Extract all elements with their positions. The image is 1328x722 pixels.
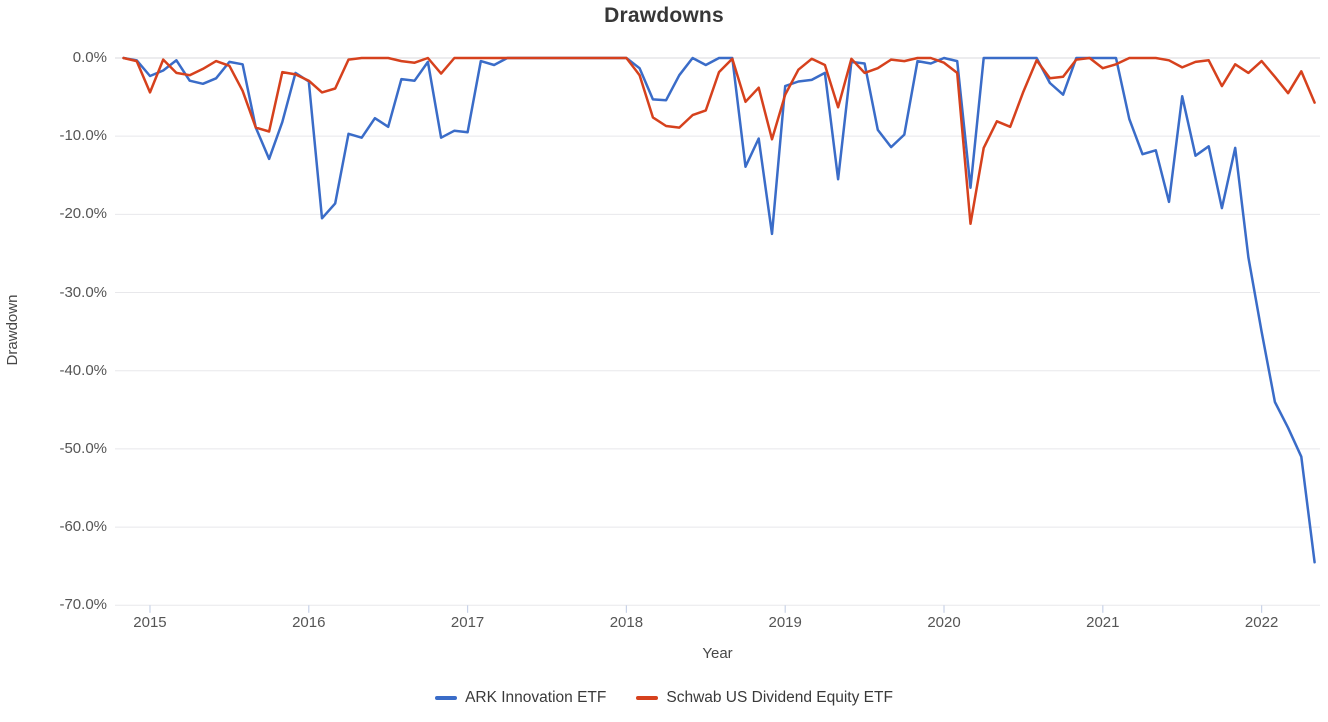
x-tick-label: 2022 [1244, 614, 1279, 631]
chart-title: Drawdowns [604, 4, 724, 27]
legend: ARK Innovation ETF Schwab US Dividend Eq… [0, 689, 1328, 707]
y-tick-label: -30.0% [59, 283, 107, 301]
x-tick-label: 2016 [292, 614, 326, 631]
y-tick-label: -50.0% [59, 439, 107, 457]
y-tick-label: -20.0% [59, 205, 107, 223]
ark-innovation-etf-line [122, 56, 1316, 564]
schwab-us-dividend-equity-etf-swatch [636, 696, 659, 700]
x-axis-title: Year [702, 645, 733, 662]
x-tick-label: 2020 [927, 614, 961, 631]
legend-label: ARK Innovation ETF [465, 689, 607, 706]
x-tick-label: 2018 [609, 614, 644, 631]
schwab-us-dividend-equity-etf-line [122, 56, 1316, 226]
legend-label: Schwab US Dividend Equity ETF [666, 689, 893, 706]
y-tick-label: -40.0% [59, 361, 107, 379]
x-tick-label: 2021 [1086, 614, 1120, 631]
x-tick-label: 2017 [450, 614, 485, 631]
y-tick-label: -70.0% [59, 596, 107, 614]
legend-item-ark-innovation-etf[interactable]: ARK Innovation ETF [435, 689, 606, 707]
ark-innovation-etf-swatch [435, 696, 458, 700]
x-tick-label: 2019 [768, 614, 802, 631]
x-tick-label: 2015 [133, 614, 167, 631]
legend-item-schwab-us-dividend-equity-etf[interactable]: Schwab US Dividend Equity ETF [636, 689, 893, 707]
y-axis-title: Drawdown [4, 294, 21, 366]
y-tick-label: -60.0% [59, 518, 107, 536]
y-tick-label: 0.0% [72, 49, 107, 66]
y-tick-label: -10.0% [59, 127, 107, 145]
